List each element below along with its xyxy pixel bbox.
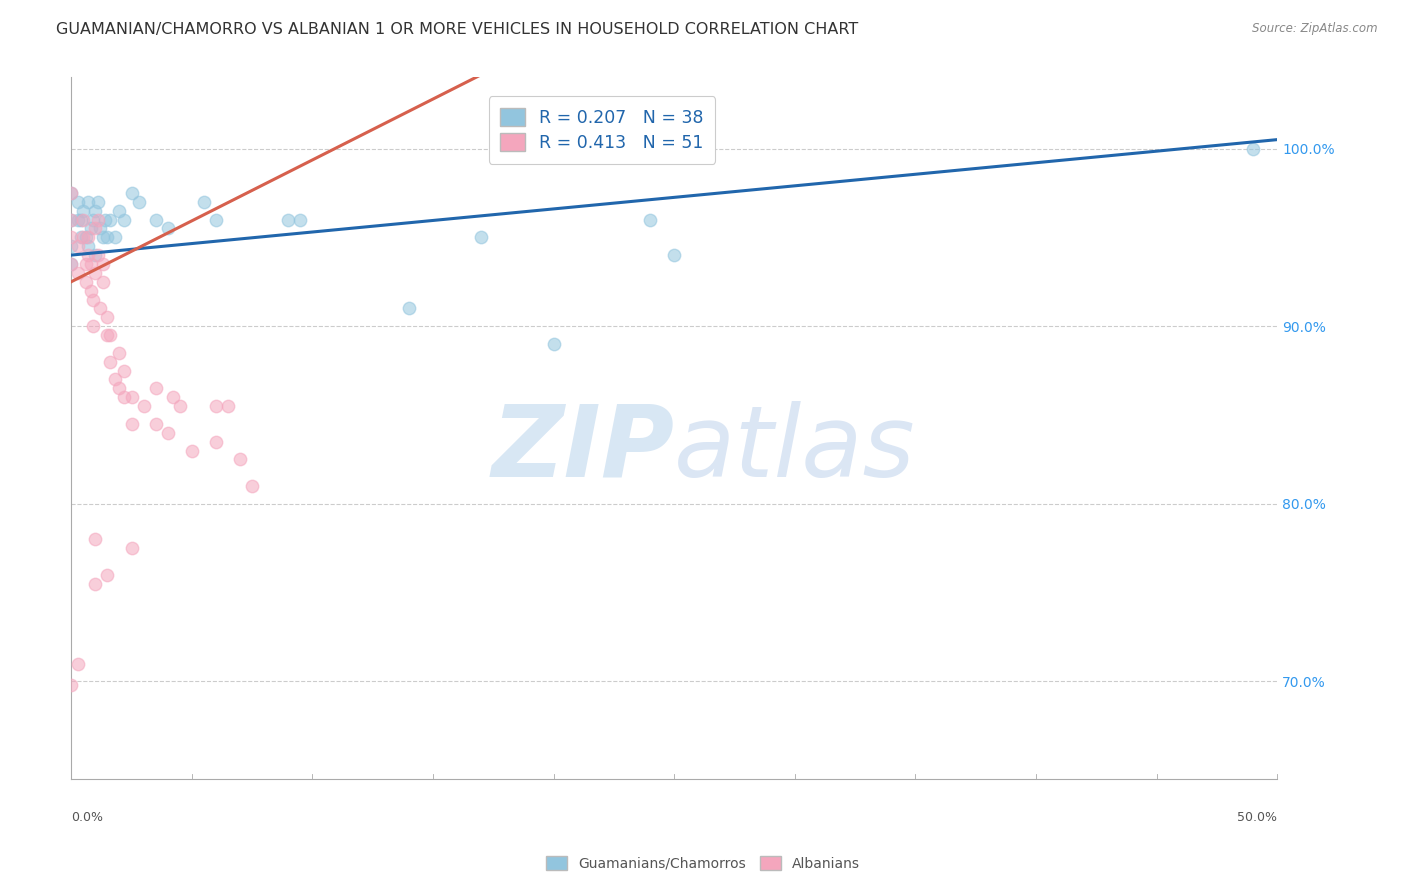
Point	[60, 212, 83, 227]
Point	[84, 221, 107, 235]
Point	[112, 363, 135, 377]
Point	[156, 221, 179, 235]
Point	[60, 212, 83, 227]
Point	[169, 399, 191, 413]
Point	[75, 230, 97, 244]
Text: atlas: atlas	[675, 401, 915, 498]
Point	[91, 257, 114, 271]
Point	[108, 381, 131, 395]
Point	[84, 533, 107, 547]
Point	[104, 372, 127, 386]
Point	[70, 230, 93, 244]
Point	[156, 425, 179, 440]
Point	[77, 239, 100, 253]
Point	[70, 212, 93, 227]
Point	[89, 221, 111, 235]
Point	[82, 212, 104, 227]
Point	[77, 248, 100, 262]
Point	[84, 266, 107, 280]
Point	[67, 266, 90, 280]
Point	[112, 390, 135, 404]
Point	[72, 203, 94, 218]
Point	[217, 399, 239, 413]
Point	[84, 248, 107, 262]
Point	[72, 230, 94, 244]
Legend: R = 0.207   N = 38, R = 0.413   N = 51: R = 0.207 N = 38, R = 0.413 N = 51	[489, 96, 716, 163]
Text: 50.0%: 50.0%	[1237, 811, 1277, 824]
Point	[79, 221, 101, 235]
Point	[108, 203, 131, 218]
Point	[398, 301, 420, 316]
Point	[205, 399, 228, 413]
Point	[145, 212, 167, 227]
Point	[60, 257, 83, 271]
Point	[60, 186, 83, 200]
Point	[89, 301, 111, 316]
Point	[75, 275, 97, 289]
Point	[98, 328, 121, 343]
Point	[162, 390, 184, 404]
Point	[128, 194, 150, 209]
Point	[132, 399, 155, 413]
Point	[82, 319, 104, 334]
Point	[193, 194, 215, 209]
Point	[77, 230, 100, 244]
Point	[79, 284, 101, 298]
Point	[470, 230, 492, 244]
Point	[82, 293, 104, 307]
Point	[664, 248, 686, 262]
Point	[96, 310, 118, 325]
Point	[87, 194, 110, 209]
Point	[60, 239, 83, 253]
Point	[121, 186, 143, 200]
Point	[104, 230, 127, 244]
Point	[79, 257, 101, 271]
Point	[121, 390, 143, 404]
Point	[1241, 141, 1264, 155]
Point	[145, 381, 167, 395]
Point	[77, 194, 100, 209]
Point	[60, 678, 83, 692]
Point	[205, 434, 228, 449]
Text: Source: ZipAtlas.com: Source: ZipAtlas.com	[1253, 22, 1378, 36]
Point	[180, 443, 202, 458]
Point	[60, 230, 83, 244]
Point	[121, 417, 143, 431]
Text: ZIP: ZIP	[491, 401, 675, 498]
Point	[87, 212, 110, 227]
Text: 0.0%: 0.0%	[72, 811, 103, 824]
Point	[145, 417, 167, 431]
Point	[205, 212, 228, 227]
Point	[67, 212, 90, 227]
Point	[543, 337, 565, 351]
Point	[87, 248, 110, 262]
Point	[60, 257, 83, 271]
Point	[98, 212, 121, 227]
Point	[84, 203, 107, 218]
Point	[121, 541, 143, 556]
Point	[94, 212, 117, 227]
Point	[229, 452, 252, 467]
Point	[638, 212, 661, 227]
Point	[60, 186, 83, 200]
Point	[72, 212, 94, 227]
Point	[91, 230, 114, 244]
Text: GUAMANIAN/CHAMORRO VS ALBANIAN 1 OR MORE VEHICLES IN HOUSEHOLD CORRELATION CHART: GUAMANIAN/CHAMORRO VS ALBANIAN 1 OR MORE…	[56, 22, 859, 37]
Legend: Guamanians/Chamorros, Albanians: Guamanians/Chamorros, Albanians	[541, 850, 865, 876]
Point	[277, 212, 299, 227]
Point	[112, 212, 135, 227]
Point	[96, 230, 118, 244]
Point	[91, 275, 114, 289]
Point	[67, 657, 90, 671]
Point	[290, 212, 312, 227]
Point	[96, 328, 118, 343]
Point	[84, 576, 107, 591]
Point	[98, 354, 121, 368]
Point	[75, 257, 97, 271]
Point	[67, 239, 90, 253]
Point	[108, 346, 131, 360]
Point	[96, 567, 118, 582]
Point	[67, 194, 90, 209]
Point	[240, 479, 263, 493]
